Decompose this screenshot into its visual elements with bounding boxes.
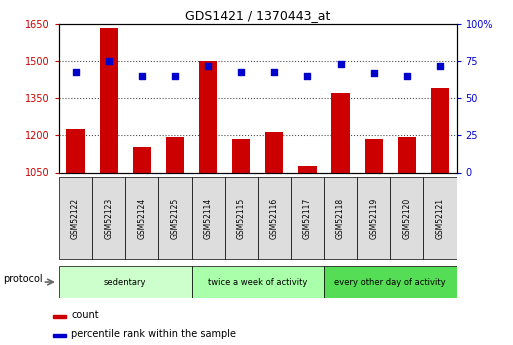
- Bar: [125, 177, 159, 259]
- Text: every other day of activity: every other day of activity: [334, 277, 446, 287]
- Text: GSM52114: GSM52114: [204, 198, 212, 239]
- Point: [71, 69, 80, 75]
- Bar: [191, 177, 225, 259]
- Bar: [258, 177, 291, 259]
- Point: [137, 73, 146, 79]
- Point: [105, 58, 113, 64]
- Text: GSM52115: GSM52115: [236, 198, 246, 239]
- Text: twice a week of activity: twice a week of activity: [208, 277, 307, 287]
- Bar: [365, 139, 383, 172]
- Bar: [59, 266, 191, 298]
- Bar: [232, 139, 250, 172]
- Point: [237, 69, 245, 75]
- Bar: [423, 177, 457, 259]
- Point: [171, 73, 179, 79]
- Bar: [92, 177, 125, 259]
- Point: [337, 61, 345, 67]
- Text: GSM52123: GSM52123: [104, 198, 113, 239]
- Bar: [331, 93, 350, 172]
- Text: percentile rank within the sample: percentile rank within the sample: [71, 329, 236, 339]
- Text: protocol: protocol: [3, 274, 43, 284]
- Bar: [299, 166, 317, 172]
- Bar: [53, 334, 66, 337]
- Text: GSM52119: GSM52119: [369, 198, 378, 239]
- Bar: [324, 177, 357, 259]
- Point: [403, 73, 411, 79]
- Bar: [191, 266, 324, 298]
- Point: [270, 69, 279, 75]
- Point: [303, 73, 311, 79]
- Text: GSM52117: GSM52117: [303, 198, 312, 239]
- Text: GSM52125: GSM52125: [170, 198, 180, 239]
- Text: sedentary: sedentary: [104, 277, 147, 287]
- Bar: [67, 129, 85, 172]
- Bar: [133, 147, 151, 172]
- Point: [204, 63, 212, 68]
- Bar: [431, 88, 449, 172]
- Bar: [398, 137, 416, 172]
- Text: GSM52120: GSM52120: [402, 198, 411, 239]
- Bar: [100, 28, 118, 172]
- Point: [370, 70, 378, 76]
- Bar: [291, 177, 324, 259]
- Bar: [265, 132, 284, 172]
- Text: GSM52121: GSM52121: [436, 198, 444, 239]
- Point: [436, 63, 444, 68]
- Bar: [324, 266, 457, 298]
- Bar: [390, 177, 423, 259]
- Text: GSM52116: GSM52116: [270, 198, 279, 239]
- Text: GSM52122: GSM52122: [71, 198, 80, 239]
- Text: GSM52124: GSM52124: [137, 198, 146, 239]
- Bar: [357, 177, 390, 259]
- Text: GSM52118: GSM52118: [336, 198, 345, 239]
- Bar: [53, 315, 66, 317]
- Bar: [166, 137, 184, 172]
- Bar: [59, 177, 92, 259]
- Bar: [225, 177, 258, 259]
- Text: count: count: [71, 310, 99, 320]
- Bar: [159, 177, 191, 259]
- Bar: [199, 61, 217, 172]
- Title: GDS1421 / 1370443_at: GDS1421 / 1370443_at: [185, 9, 330, 22]
